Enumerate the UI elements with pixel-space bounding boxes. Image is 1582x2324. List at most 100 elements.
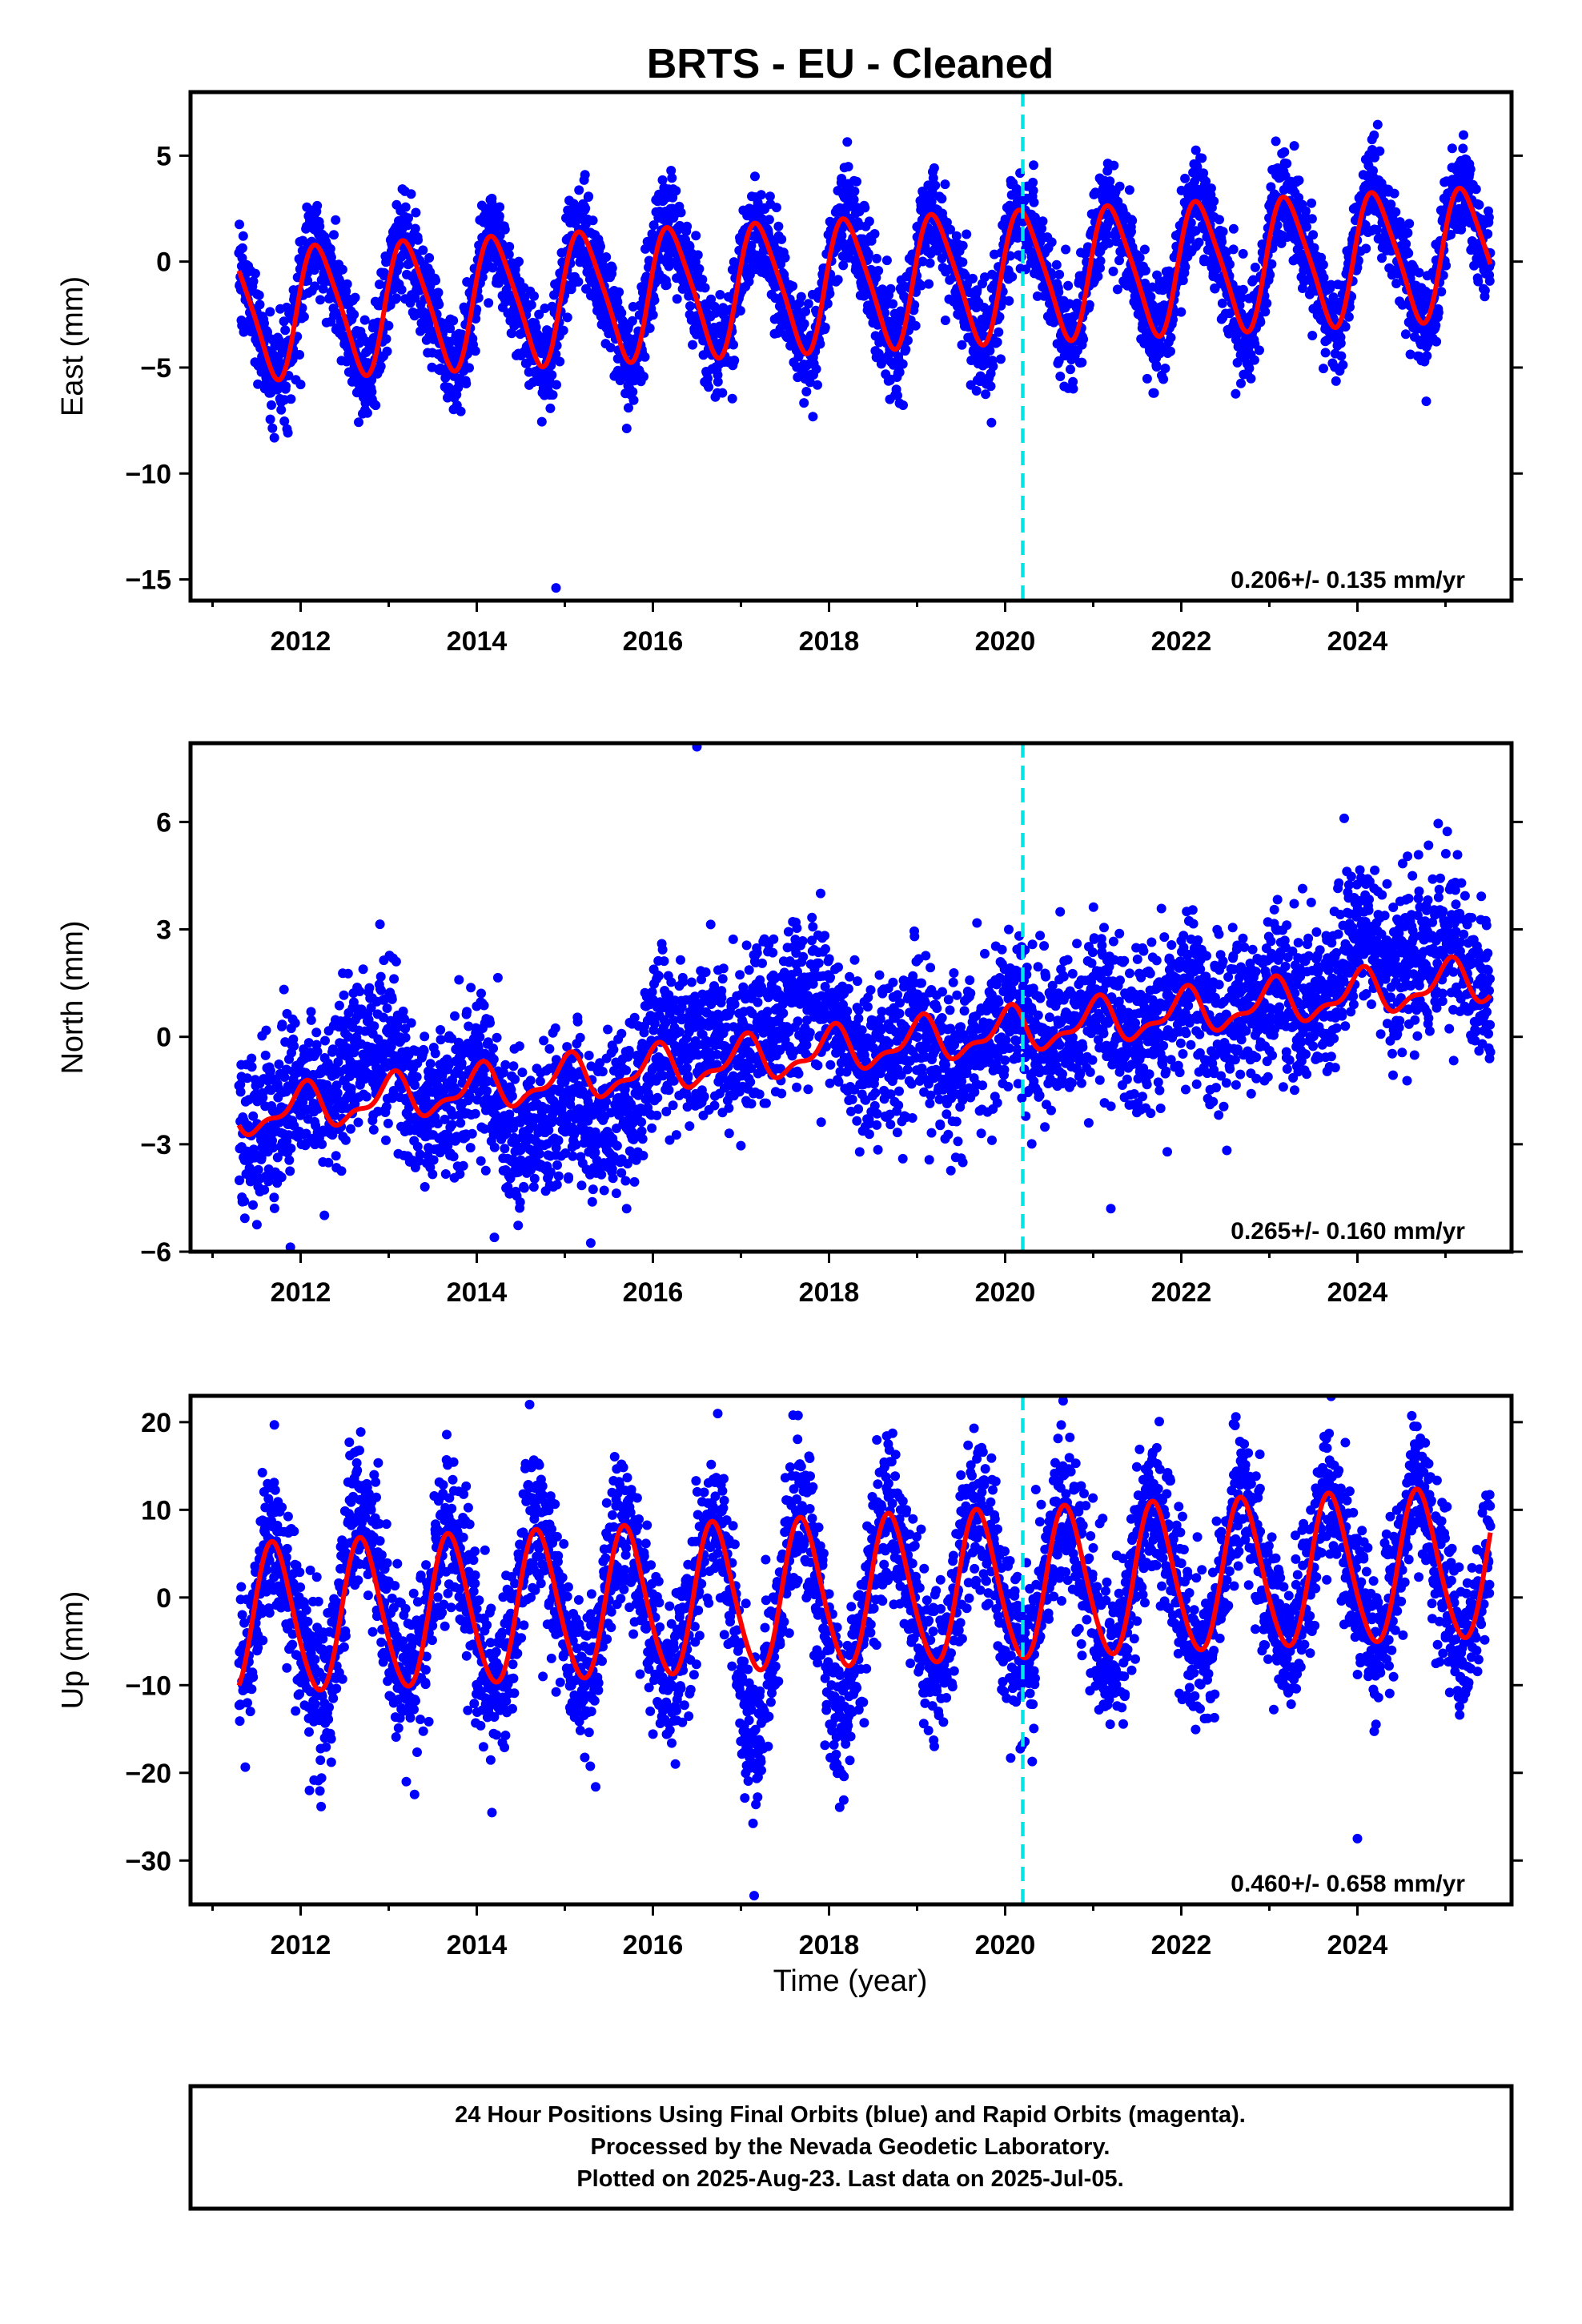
data-point — [675, 220, 685, 231]
data-point — [1032, 291, 1042, 301]
data-point — [299, 312, 309, 322]
data-point — [1238, 248, 1248, 259]
data-point — [425, 1059, 436, 1069]
data-point — [1307, 198, 1317, 208]
data-point — [331, 1080, 342, 1091]
data-point — [1244, 364, 1255, 373]
data-point — [457, 329, 467, 340]
data-point — [713, 370, 723, 380]
data-point — [388, 1086, 399, 1096]
data-point — [340, 1135, 351, 1145]
data-point — [888, 299, 898, 309]
data-point — [488, 263, 498, 273]
data-point — [251, 1220, 262, 1230]
data-point — [447, 1033, 457, 1043]
data-point — [1066, 364, 1075, 375]
data-point — [276, 404, 287, 415]
data-point — [1007, 271, 1018, 282]
outlier-point — [295, 380, 306, 390]
data-point — [323, 1058, 333, 1068]
data-point — [464, 363, 474, 373]
data-point — [700, 283, 710, 293]
y-tick-label: −5 — [140, 353, 171, 384]
data-point — [303, 1038, 314, 1048]
data-point — [682, 221, 693, 231]
data-point — [247, 1062, 257, 1072]
data-point — [710, 308, 721, 318]
x-tick-label: 2016 — [623, 626, 684, 657]
data-point — [284, 1155, 295, 1165]
data-point — [436, 1035, 446, 1045]
data-point — [412, 1141, 423, 1152]
data-point — [504, 249, 514, 259]
data-point — [1307, 331, 1318, 340]
data-point — [1403, 227, 1413, 238]
data-point — [1309, 243, 1319, 253]
data-point — [312, 1047, 323, 1057]
data-point — [1335, 338, 1346, 348]
data-point — [545, 403, 556, 413]
data-point — [317, 1139, 327, 1149]
data-point — [1433, 308, 1443, 318]
data-point — [580, 203, 591, 214]
data-point — [1250, 262, 1260, 272]
outlier-point — [996, 354, 1006, 364]
data-point — [981, 389, 991, 400]
data-point — [1483, 229, 1493, 239]
data-point — [694, 263, 705, 274]
data-point — [253, 1164, 263, 1175]
data-point — [551, 349, 561, 360]
data-point — [688, 340, 698, 350]
data-point — [269, 1192, 279, 1203]
data-point — [318, 283, 328, 294]
data-point — [621, 424, 632, 433]
data-point — [323, 1157, 334, 1168]
data-point — [1225, 259, 1235, 270]
data-point — [799, 398, 809, 408]
data-point — [1446, 230, 1456, 239]
east-frame — [188, 90, 1514, 603]
data-point — [1209, 196, 1219, 207]
data-point — [337, 264, 347, 275]
data-point — [671, 186, 681, 196]
data-point — [1267, 259, 1277, 269]
data-point — [864, 216, 874, 227]
data-point — [1391, 279, 1402, 288]
data-point — [917, 256, 928, 267]
data-point — [406, 1018, 416, 1028]
data-point — [341, 286, 351, 296]
data-point — [842, 137, 853, 147]
data-point — [540, 304, 550, 313]
data-point — [289, 1041, 299, 1051]
data-point — [928, 173, 938, 183]
data-point — [764, 215, 774, 225]
data-point — [799, 319, 809, 329]
data-point — [771, 203, 781, 213]
data-point — [329, 230, 339, 240]
data-point — [1068, 376, 1078, 387]
data-point — [389, 974, 400, 984]
data-point — [985, 345, 995, 356]
data-point — [387, 284, 398, 295]
data-point — [1199, 168, 1209, 179]
data-point — [1257, 239, 1267, 249]
data-point — [1217, 236, 1227, 247]
data-point — [443, 1140, 453, 1151]
data-point — [348, 997, 359, 1007]
data-point — [400, 1023, 411, 1034]
data-point — [448, 1152, 459, 1162]
data-point — [909, 300, 920, 310]
data-point — [248, 1111, 259, 1121]
data-point — [367, 387, 377, 397]
data-point — [487, 193, 497, 203]
data-point — [932, 246, 942, 256]
data-point — [644, 255, 654, 266]
data-point — [235, 1080, 246, 1090]
data-point — [1438, 270, 1448, 280]
y-tick-label: 5 — [156, 141, 171, 171]
data-point — [298, 1097, 308, 1108]
data-point — [455, 1169, 465, 1179]
data-point — [717, 388, 728, 398]
data-point — [805, 377, 815, 388]
